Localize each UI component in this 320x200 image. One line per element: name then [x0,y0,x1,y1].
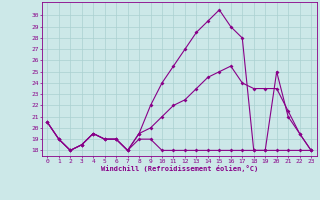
X-axis label: Windchill (Refroidissement éolien,°C): Windchill (Refroidissement éolien,°C) [100,165,258,172]
